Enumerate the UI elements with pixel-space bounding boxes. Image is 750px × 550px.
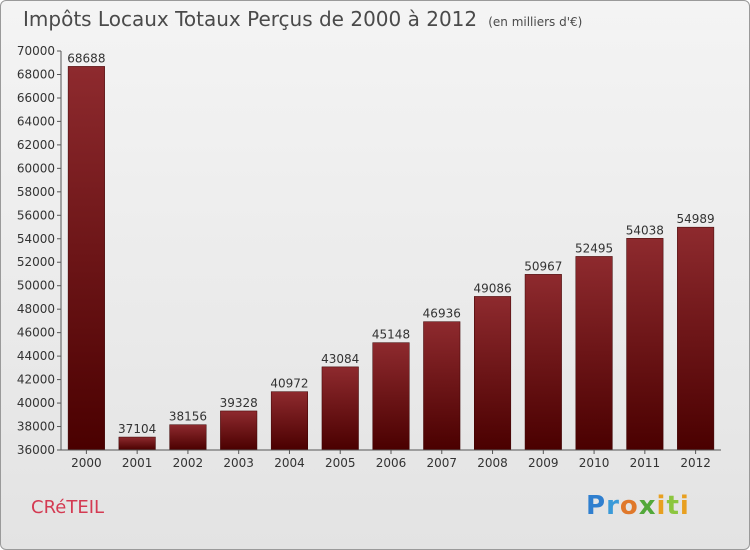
x-tick-label: 2004 (274, 456, 305, 470)
data-label: 40972 (270, 377, 308, 391)
y-tick-label: 38000 (17, 420, 55, 434)
data-label: 43084 (321, 352, 359, 366)
x-tick-label: 2001 (122, 456, 153, 470)
bar-2002 (169, 424, 207, 451)
y-tick-label: 58000 (17, 185, 55, 199)
data-label: 46936 (423, 307, 461, 321)
data-label: 54038 (626, 223, 664, 237)
logo-letter: t (666, 491, 680, 521)
data-label: 49086 (473, 281, 511, 295)
bar-2004 (270, 391, 308, 451)
logo-letter: o (619, 491, 639, 521)
chart-subtitle: (en milliers d'€) (488, 15, 583, 29)
bar-2011 (626, 238, 664, 451)
y-tick-label: 68000 (17, 67, 55, 81)
y-tick-label: 62000 (17, 138, 55, 152)
x-tick-label: 2009 (528, 456, 559, 470)
y-tick-label: 70000 (17, 44, 55, 58)
bar-2009 (524, 274, 562, 451)
y-tick-label: 46000 (17, 326, 55, 340)
chart-title: Impôts Locaux Totaux Perçus de 2000 à 20… (23, 7, 478, 31)
data-label: 45148 (372, 328, 410, 342)
bar-2003 (220, 410, 258, 451)
chart-title-block: Impôts Locaux Totaux Perçus de 2000 à 20… (23, 7, 582, 31)
data-label: 52495 (575, 241, 613, 255)
data-label: 38156 (169, 410, 207, 424)
y-tick-label: 50000 (17, 279, 55, 293)
bar-2000 (67, 66, 105, 451)
y-tick-label: 36000 (17, 443, 55, 457)
data-label: 50967 (524, 259, 562, 273)
town-name: CRéTEIL (31, 497, 105, 518)
y-tick-label: 40000 (17, 396, 55, 410)
x-tick-label: 2003 (223, 456, 254, 470)
x-tick-label: 2008 (477, 456, 508, 470)
x-tick-label: 2002 (173, 456, 204, 470)
x-tick-label: 2006 (376, 456, 407, 470)
logo-letter: i (656, 491, 667, 521)
y-tick-label: 64000 (17, 114, 55, 128)
data-label: 37104 (118, 422, 156, 436)
data-label: 54989 (677, 212, 715, 226)
logo-letter: i (679, 491, 690, 521)
y-tick-label: 54000 (17, 232, 55, 246)
logo-letter: r (606, 491, 620, 521)
x-tick-label: 2011 (630, 456, 661, 470)
y-tick-label: 48000 (17, 302, 55, 316)
x-tick-label: 2005 (325, 456, 356, 470)
bar-2010 (575, 256, 613, 451)
data-label: 68688 (67, 51, 105, 65)
y-tick-label: 42000 (17, 373, 55, 387)
x-tick-label: 2010 (579, 456, 610, 470)
y-tick-label: 56000 (17, 208, 55, 222)
logo-letter: x (638, 491, 657, 521)
bar-2001 (118, 436, 156, 451)
bar-2007 (423, 321, 461, 451)
bars: 68688 37104 38156 39328 40972 43084 45148 46936… (67, 51, 715, 451)
x-axis: 2000 2001 2002 2003 2004 2005 2006 2007 2008 2009… (61, 449, 721, 470)
y-tick-label: 52000 (17, 255, 55, 269)
bar-2006 (372, 342, 410, 451)
x-tick-label: 2000 (71, 456, 102, 470)
data-label: 39328 (220, 396, 258, 410)
logo-letter: P (586, 491, 607, 521)
x-tick-label: 2012 (680, 456, 711, 470)
y-tick-label: 44000 (17, 349, 55, 363)
x-tick-label: 2007 (426, 456, 457, 470)
y-tick-label: 66000 (17, 91, 55, 105)
bar-2008 (474, 296, 512, 451)
bar-2012 (677, 226, 715, 451)
proxiti-logo: Proxiti (586, 491, 690, 521)
y-tick-label: 60000 (17, 161, 55, 175)
bar-2005 (321, 366, 359, 451)
y-axis: 36000 38000 40000 42000 44000 46000 48000 50000… (17, 44, 62, 457)
